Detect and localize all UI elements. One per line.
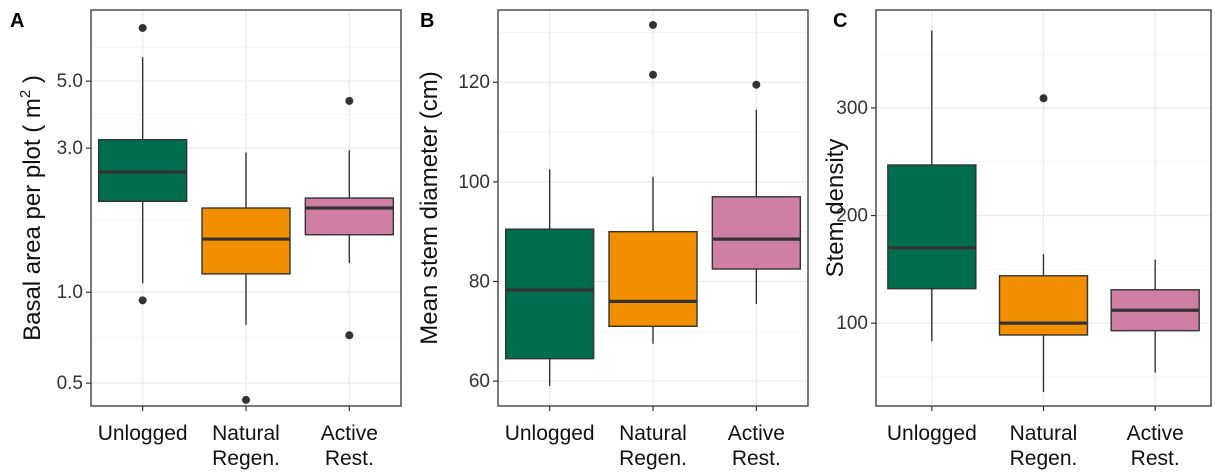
- x-category-label: Unlogged: [887, 422, 977, 445]
- iqr-box: [304, 197, 395, 236]
- y-tick-label: 100: [458, 172, 490, 193]
- y-tick-label: 3.0: [57, 138, 83, 159]
- x-category-label: Active Rest.: [321, 422, 378, 470]
- box-active-rest: [1110, 259, 1200, 373]
- x-category-label: Natural Regen.: [1010, 422, 1078, 470]
- outlier-point: [345, 96, 354, 105]
- iqr-box: [711, 196, 802, 270]
- x-category-label: Natural Regen.: [212, 422, 280, 470]
- panel-b: 60 80 100 120 Unlogged Natural Regen. Active Res…: [416, 9, 809, 470]
- box-active-rest: [711, 80, 802, 304]
- y-tick-label: 80: [469, 271, 490, 292]
- panel-letter: C: [833, 10, 847, 32]
- outlier-point: [242, 395, 250, 404]
- outlier-point: [138, 23, 147, 32]
- y-tick-label: 0.5: [57, 373, 83, 394]
- box-active-rest: [304, 96, 395, 340]
- iqr-box: [887, 164, 977, 290]
- box-unlogged: [504, 169, 595, 387]
- x-category-label: Active Rest.: [1127, 422, 1184, 470]
- x-category-label: Active Rest.: [728, 422, 785, 470]
- panel-letter: A: [10, 10, 24, 32]
- outlier-point: [649, 70, 657, 79]
- outlier-point: [752, 80, 761, 89]
- outlier-point: [1039, 94, 1048, 103]
- y-axis-label: Basal area per plot ( m2 ): [17, 75, 46, 341]
- y-tick-label: 1.0: [57, 282, 83, 303]
- outlier-point: [345, 331, 354, 340]
- y-tick-label: 5.0: [57, 71, 83, 92]
- box-natural-regen: [998, 94, 1089, 393]
- x-category-label: Natural Regen.: [619, 422, 687, 470]
- x-category-label: Unlogged: [505, 422, 595, 445]
- iqr-box: [608, 230, 698, 328]
- y-axis-label: Mean stem diameter (cm): [416, 71, 443, 344]
- box-natural-regen: [608, 20, 698, 344]
- iqr-box: [504, 228, 595, 360]
- box-natural-regen: [201, 152, 291, 404]
- panel-letter: B: [420, 10, 434, 32]
- iqr-box: [201, 207, 291, 275]
- panel-a: 0.5 1.0 3.0 5.0 Unlogged Natural Regen. Active R…: [10, 9, 402, 470]
- y-tick-label: 100: [836, 313, 868, 334]
- y-tick-label: 60: [469, 371, 490, 392]
- y-tick-label: 120: [458, 72, 490, 93]
- x-category-label: Unlogged: [98, 422, 188, 445]
- outlier-point: [649, 20, 657, 29]
- y-tick-label: 200: [836, 206, 868, 227]
- y-axis-label: Stem density: [822, 139, 849, 278]
- y-tick-label: 300: [836, 98, 868, 119]
- iqr-box: [998, 275, 1089, 336]
- panel-c: 100 200 300 Unlogged Natural Regen. Active Rest…: [822, 9, 1212, 470]
- box-unlogged: [887, 30, 977, 342]
- outlier-point: [138, 296, 147, 305]
- box-unlogged: [97, 23, 188, 305]
